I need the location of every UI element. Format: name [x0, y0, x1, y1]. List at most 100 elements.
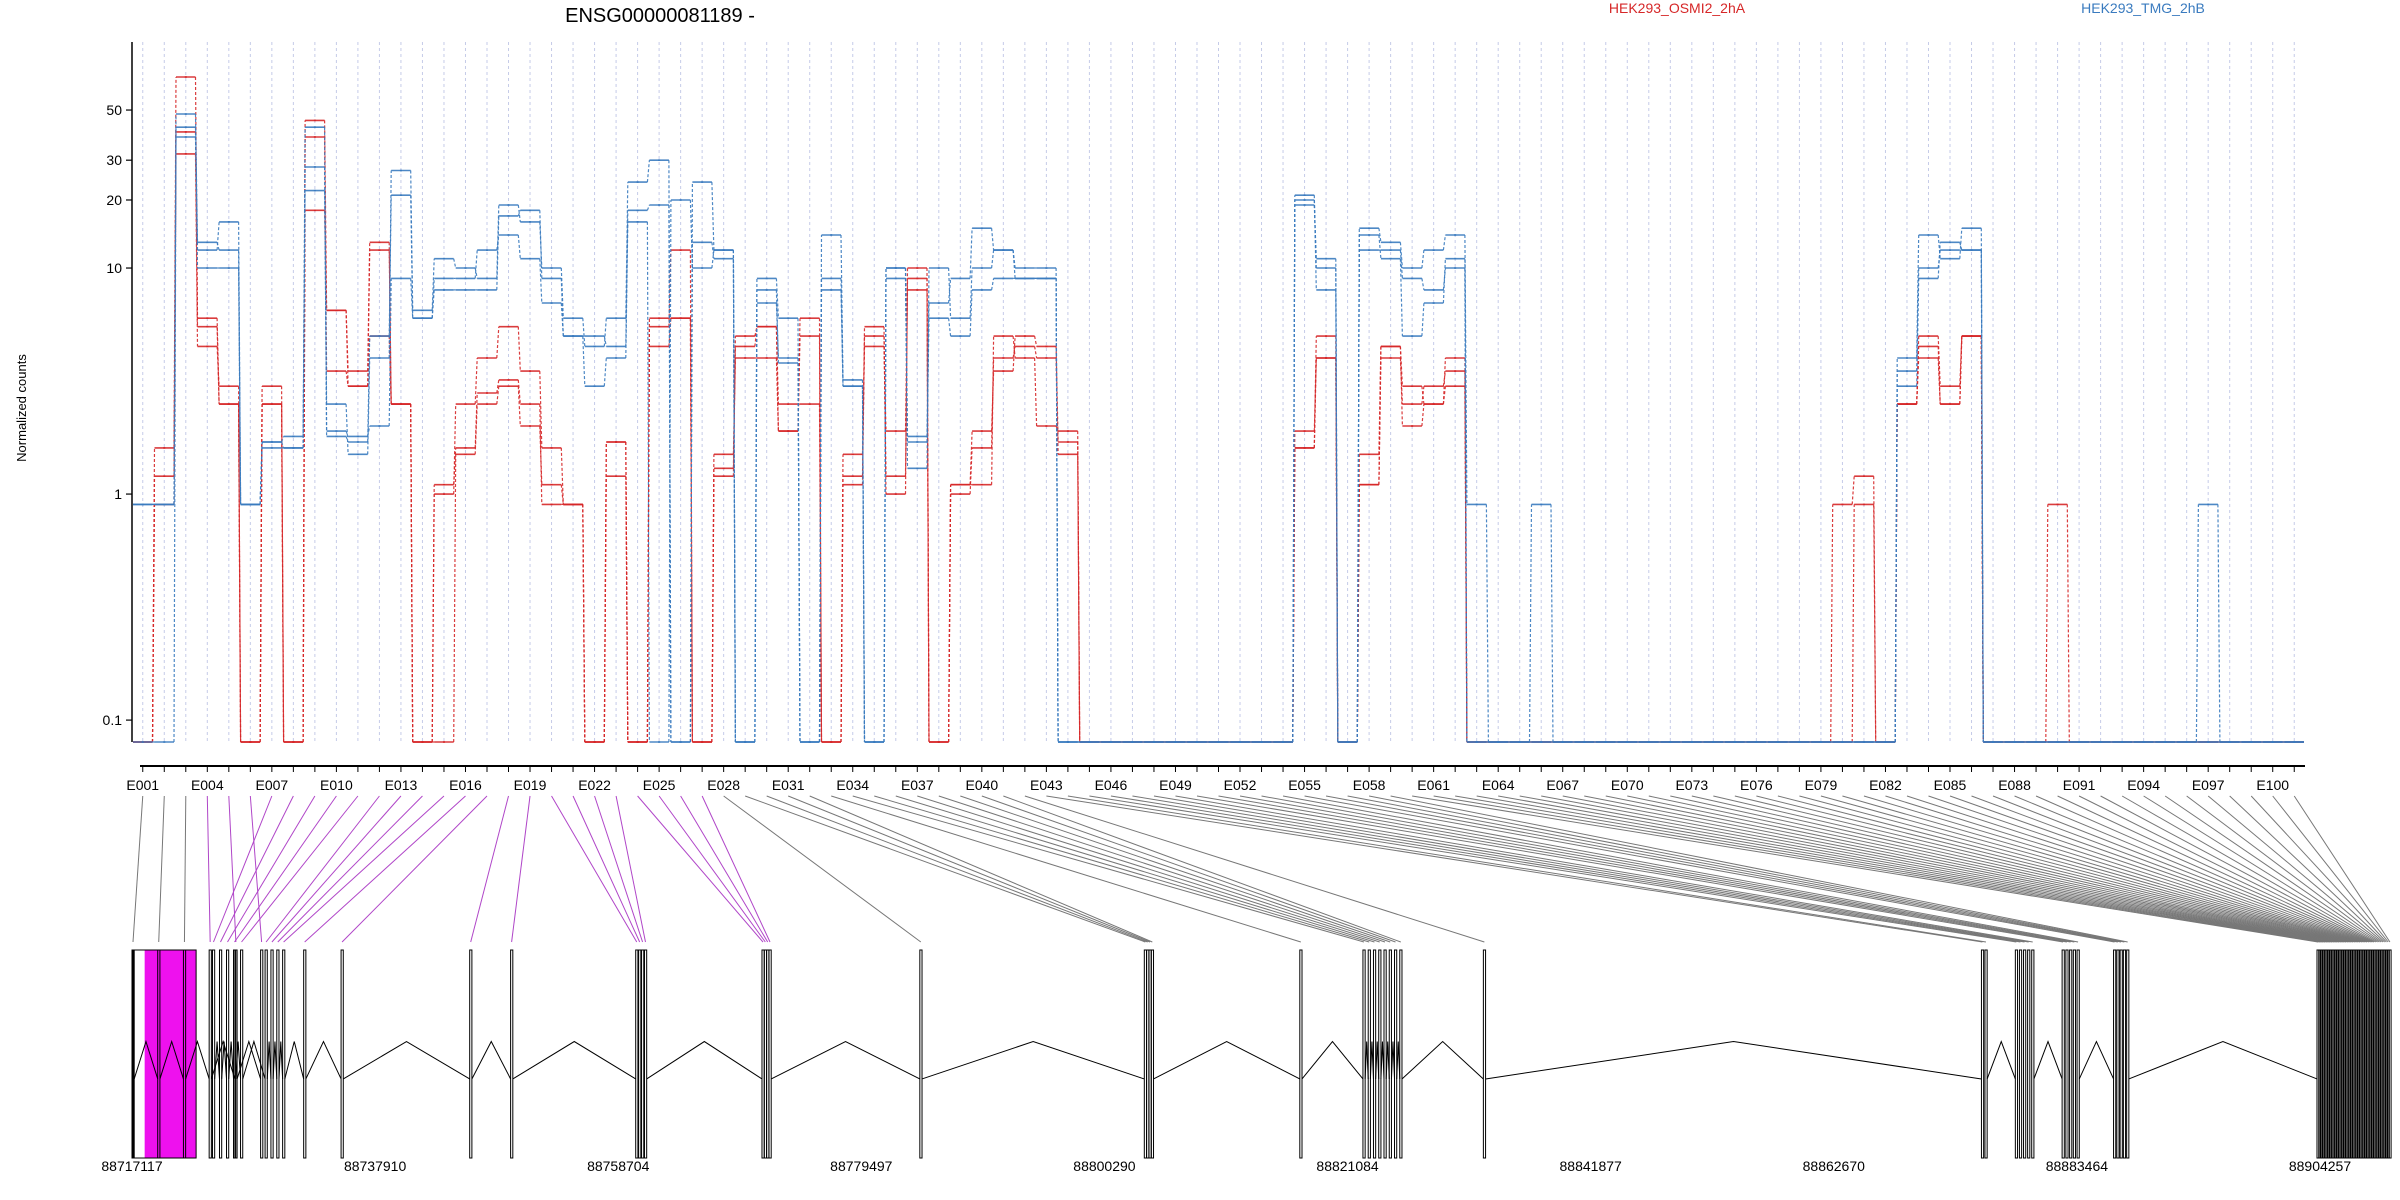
exon-connector: [2143, 795, 2378, 943]
exon-connector: [723, 795, 922, 943]
exon-connector: [1261, 795, 2075, 943]
x-tick-label: E052: [1224, 777, 1257, 793]
intron-line: [221, 1041, 228, 1079]
exon-connectors: [132, 795, 2391, 943]
exon-connector: [1089, 795, 2017, 943]
exon-connector: [1842, 795, 2354, 943]
intron-line: [646, 1040, 763, 1080]
x-axis: E001 E004 E007 E010 E013 E016 E019 E022 E025 E028…: [126, 765, 2305, 793]
x-tick-label: E067: [1546, 777, 1579, 793]
exon-box: [919, 949, 923, 1159]
exon-connector: [234, 795, 337, 943]
y-tick-label: 50: [106, 102, 122, 118]
exon-box: [2014, 949, 2019, 1159]
exon-connector: [1906, 795, 2359, 943]
exon-connector: [1282, 795, 2079, 943]
exon-connector: [745, 795, 1146, 943]
intron-line: [242, 1039, 266, 1080]
exon-connector: [1627, 795, 2336, 943]
exon-connector: [1369, 795, 2125, 943]
intron-line: [1485, 1041, 1982, 1080]
y-axis-label: Normalized counts: [14, 354, 29, 462]
y-tick-label: 20: [106, 192, 122, 208]
exon-box: [260, 949, 264, 1159]
exon-connector: [1713, 795, 2343, 943]
exon-box: [1362, 949, 1366, 1159]
intron-line: [278, 1041, 284, 1079]
exon-box: [276, 949, 280, 1159]
exon-connector: [766, 795, 1148, 943]
genomic-coordinate-label: 88758704: [587, 1158, 650, 1174]
exon-box: [768, 949, 772, 1159]
legend-entry-osmi2: HEK293_OSMI2_2hA: [1609, 0, 1746, 16]
exon-connector: [1799, 795, 2350, 943]
exon-connector: [1476, 795, 2324, 943]
exon-connector: [220, 795, 294, 943]
exon-connector: [1046, 795, 1983, 943]
intron-line: [284, 1041, 305, 1080]
genomic-coordinate-label: 88841877: [1560, 1158, 1623, 1174]
intron-line: [272, 1041, 278, 1079]
x-tick-label: E001: [126, 777, 159, 793]
x-tick-label: E079: [1805, 777, 1838, 793]
exon-connector: [241, 795, 359, 943]
y-tick-label: 1: [114, 486, 122, 502]
genomic-coordinate-label: 88904257: [2289, 1158, 2352, 1174]
exon-connector: [2229, 795, 2385, 943]
exon-connector: [1971, 795, 2364, 943]
series-transition: [152, 127, 2285, 743]
x-tick-label: E037: [901, 777, 934, 793]
exon-connector: [981, 795, 1396, 943]
exon-connector: [283, 795, 445, 943]
exon-connector: [1196, 795, 2064, 943]
exon-box: [1394, 949, 1398, 1159]
exon-connector: [701, 795, 771, 943]
exon-connector: [594, 795, 644, 943]
exon-box: [1980, 949, 1985, 1159]
x-tick-label: E064: [1482, 777, 1515, 793]
exon-box: [1372, 949, 1377, 1159]
gene-model: [131, 949, 2392, 1159]
intron-line: [1986, 1040, 2016, 1080]
exon-box: [218, 949, 223, 1159]
genomic-coordinate-label: 88821084: [1316, 1158, 1379, 1174]
exon-box: [340, 949, 344, 1159]
x-tick-label: E031: [772, 777, 805, 793]
vertical-grid: [142, 42, 2295, 742]
exon-connector: [1024, 795, 1485, 943]
y-tick-label: 0.1: [103, 712, 123, 728]
exon-connector: [1218, 795, 2067, 943]
exon-box: [2072, 949, 2077, 1159]
exon-connector: [917, 795, 1380, 943]
x-tick-label: E028: [707, 777, 740, 793]
exon-connector: [1562, 795, 2331, 943]
x-tick-label: E019: [514, 777, 547, 793]
x-tick-label: E034: [836, 777, 869, 793]
exon-connector: [2164, 795, 2380, 943]
exon-connector: [2057, 795, 2371, 943]
exon-connector: [1734, 795, 2345, 943]
exon-box: [2122, 949, 2127, 1159]
exon-box: [208, 949, 212, 1159]
y-tick-label: 30: [106, 152, 122, 168]
exon-connector: [132, 795, 144, 943]
x-tick-label: E013: [385, 777, 418, 793]
exon-connector: [680, 795, 769, 943]
exon-box: [211, 949, 216, 1159]
exon-box: [510, 949, 514, 1159]
x-tick-label: E004: [191, 777, 224, 793]
exon-connector: [1820, 795, 2352, 943]
exon-connector: [1519, 795, 2327, 943]
x-tick-label: E094: [2127, 777, 2160, 793]
exon-connector: [1605, 795, 2334, 943]
exon-connector: [213, 795, 273, 943]
exon-connector: [304, 795, 466, 943]
exon-connector: [2100, 795, 2375, 943]
exon-connector: [2272, 795, 2389, 943]
x-tick-label: E043: [1030, 777, 1063, 793]
exon-box: [1367, 949, 1371, 1159]
exon-box: [2023, 949, 2027, 1159]
exon-box: [1388, 949, 1392, 1159]
x-tick-label: E070: [1611, 777, 1644, 793]
